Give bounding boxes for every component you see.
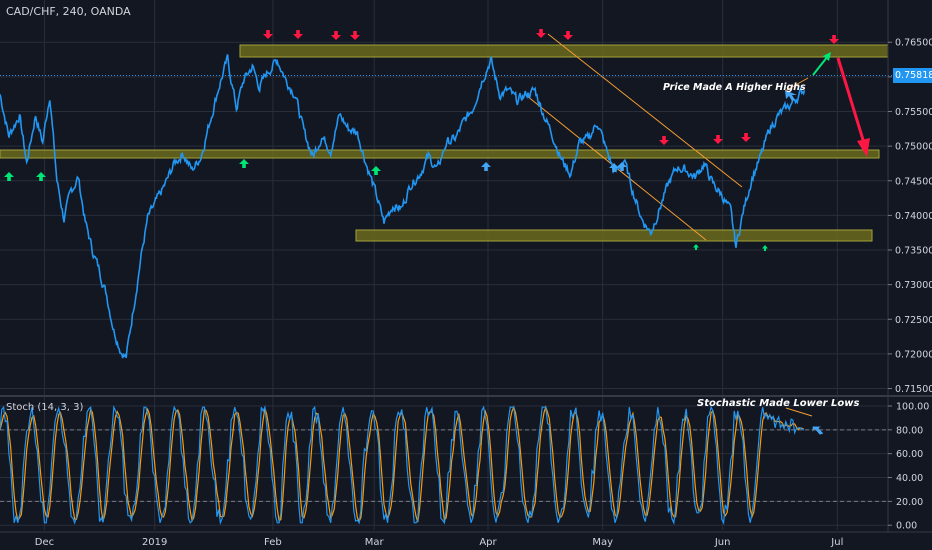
x-tick-label: Mar [365, 537, 385, 548]
x-tick-label: Apr [479, 537, 497, 548]
last-price-badge: 0.75818 [893, 68, 932, 83]
up-arrow-icon [481, 162, 492, 171]
up-arrow-icon [4, 172, 14, 181]
y-tick-label: 0.73500 [895, 246, 932, 257]
support-resistance-zones [0, 44, 889, 242]
x-tick-label: Feb [264, 537, 282, 548]
trendline-2 [784, 77, 809, 92]
stochastic-axis[interactable]: 100.00 80.00 60.00 40.00 20.00 0.00 [888, 401, 929, 532]
zone-1 [0, 149, 880, 159]
up-arrow-icon [239, 159, 249, 168]
signal-arrows [4, 29, 870, 435]
indicator-title: Stoch (14, 3, 3) [6, 402, 84, 413]
y-tick-label: 0.73000 [895, 280, 932, 291]
stochastic-k-line [0, 404, 804, 526]
y-tick-label: 0.75000 [895, 142, 932, 153]
down-arrow-icon [659, 136, 669, 145]
down-arrow-icon [741, 133, 751, 142]
y-tick-label: 0.72500 [895, 315, 932, 326]
down-arrow-icon [293, 30, 304, 39]
stoch-tick-label: 20.00 [896, 497, 923, 508]
down-arrow-icon [713, 135, 723, 144]
stoch-tick-label: 80.00 [896, 425, 923, 436]
projection-up-line [812, 55, 829, 76]
trendline-0 [547, 33, 743, 188]
stoch-tick-label: 100.00 [896, 401, 929, 412]
small-up-arrow-icon [762, 245, 768, 251]
up-arrow-icon [36, 172, 46, 181]
down-arrow-icon [331, 31, 342, 40]
axis-separators [0, 0, 932, 533]
stochastic-d-line [0, 405, 804, 523]
down-arrow-icon [350, 31, 361, 40]
grid-lines [0, 0, 888, 530]
y-tick-label: 0.75500 [895, 107, 932, 118]
price-axis[interactable]: 0.765000.760000.755000.750000.745000.740… [888, 38, 932, 395]
x-tick-label: Jul [830, 537, 843, 548]
stoch-pointer-arrow-icon [812, 426, 824, 435]
y-tick-label: 0.74000 [895, 211, 932, 222]
stoch-tick-label: 40.00 [896, 473, 923, 484]
price-line [0, 54, 806, 359]
projection-up-arrow-icon [823, 52, 831, 61]
x-tick-label: May [592, 537, 613, 548]
x-tick-label: Jun [714, 537, 731, 548]
up-arrow-icon [617, 162, 627, 171]
up-arrow-icon [371, 166, 382, 175]
stoch-tick-label: 0.00 [896, 521, 917, 532]
stochastic-bands [0, 429, 888, 502]
small-up-arrow-icon [693, 244, 699, 250]
trendline-3 [785, 407, 813, 417]
x-tick-label: 2019 [142, 537, 167, 548]
down-arrow-icon [263, 30, 274, 39]
stoch-tick-label: 60.00 [896, 449, 923, 460]
down-arrow-icon [536, 29, 546, 38]
x-tick-label: Dec [35, 537, 54, 548]
y-tick-label: 0.74500 [895, 176, 932, 187]
y-tick-label: 0.72000 [895, 349, 932, 360]
stochastic-annotation: Stochastic Made Lower Lows [697, 398, 860, 409]
down-arrow-icon [829, 35, 839, 44]
projection-down-line [836, 57, 866, 144]
time-axis[interactable]: Dec 2019 Feb Mar Apr May Jun Jul [35, 537, 844, 548]
zone-2 [355, 229, 873, 242]
down-arrow-icon [563, 31, 573, 40]
y-tick-label: 0.71500 [895, 384, 932, 395]
up-arrow-icon [609, 163, 619, 172]
pointer-arrow-icon [785, 90, 797, 101]
y-tick-label: 0.76500 [895, 38, 932, 49]
price-annotation: Price Made A Higher Highs [663, 82, 806, 93]
symbol-title: CAD/CHF, 240, OANDA [6, 5, 131, 18]
projection-down-arrow-icon [857, 138, 870, 157]
